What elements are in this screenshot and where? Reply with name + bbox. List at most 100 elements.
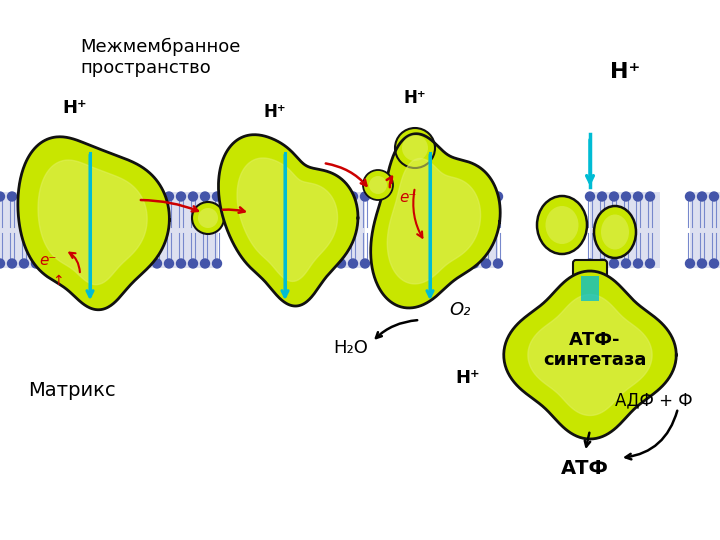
- Circle shape: [698, 259, 706, 268]
- Polygon shape: [218, 134, 358, 306]
- Circle shape: [348, 192, 358, 201]
- Circle shape: [585, 192, 595, 201]
- Circle shape: [164, 259, 174, 268]
- Circle shape: [598, 259, 606, 268]
- Circle shape: [363, 170, 393, 200]
- Circle shape: [200, 192, 210, 201]
- Text: АТФ-
синтетаза: АТФ- синтетаза: [544, 330, 647, 369]
- Circle shape: [55, 192, 65, 201]
- Circle shape: [709, 259, 719, 268]
- Circle shape: [43, 259, 53, 268]
- Circle shape: [646, 192, 654, 201]
- Circle shape: [402, 135, 428, 161]
- Bar: [305, 192, 365, 268]
- Circle shape: [469, 259, 479, 268]
- Circle shape: [361, 259, 369, 268]
- Circle shape: [312, 259, 322, 268]
- Polygon shape: [237, 158, 338, 281]
- Circle shape: [634, 192, 642, 201]
- Circle shape: [446, 259, 454, 268]
- Bar: [450, 192, 498, 268]
- Bar: [690, 192, 720, 268]
- Circle shape: [32, 192, 40, 201]
- Circle shape: [176, 192, 186, 201]
- Circle shape: [493, 192, 503, 201]
- Text: Матрикс: Матрикс: [28, 381, 116, 400]
- Ellipse shape: [594, 206, 636, 258]
- Polygon shape: [18, 137, 169, 310]
- Text: H⁺: H⁺: [456, 369, 480, 387]
- Circle shape: [140, 259, 150, 268]
- Bar: [581, 276, 599, 301]
- Bar: [0, 192, 60, 268]
- FancyBboxPatch shape: [573, 260, 607, 321]
- Circle shape: [212, 259, 222, 268]
- Circle shape: [634, 259, 642, 268]
- Circle shape: [55, 259, 65, 268]
- Circle shape: [19, 192, 29, 201]
- Circle shape: [457, 192, 467, 201]
- Circle shape: [685, 192, 695, 201]
- Circle shape: [482, 192, 490, 201]
- Text: H⁺: H⁺: [264, 103, 287, 121]
- Circle shape: [0, 192, 4, 201]
- Circle shape: [300, 192, 310, 201]
- Circle shape: [43, 192, 53, 201]
- Circle shape: [585, 259, 595, 268]
- Circle shape: [198, 208, 218, 228]
- Circle shape: [140, 192, 150, 201]
- Circle shape: [621, 192, 631, 201]
- Circle shape: [300, 259, 310, 268]
- Circle shape: [312, 192, 322, 201]
- Circle shape: [212, 192, 222, 201]
- Circle shape: [457, 259, 467, 268]
- Text: e⁻: e⁻: [40, 253, 57, 268]
- Circle shape: [336, 192, 346, 201]
- Circle shape: [192, 202, 224, 234]
- Circle shape: [361, 192, 369, 201]
- Text: O₂: O₂: [449, 301, 471, 319]
- Circle shape: [153, 259, 161, 268]
- Circle shape: [153, 192, 161, 201]
- Circle shape: [646, 259, 654, 268]
- Circle shape: [369, 176, 387, 194]
- Circle shape: [395, 128, 435, 168]
- Circle shape: [598, 192, 606, 201]
- Text: H⁺: H⁺: [610, 62, 640, 82]
- Circle shape: [189, 259, 197, 268]
- Circle shape: [7, 192, 17, 201]
- Polygon shape: [504, 271, 676, 439]
- Circle shape: [698, 192, 706, 201]
- Circle shape: [348, 259, 358, 268]
- Circle shape: [176, 259, 186, 268]
- Circle shape: [610, 192, 618, 201]
- Circle shape: [200, 259, 210, 268]
- Circle shape: [685, 259, 695, 268]
- Polygon shape: [38, 160, 147, 285]
- Circle shape: [621, 259, 631, 268]
- Circle shape: [469, 192, 479, 201]
- Circle shape: [0, 259, 4, 268]
- Circle shape: [325, 192, 333, 201]
- Circle shape: [7, 259, 17, 268]
- Text: H⁺: H⁺: [404, 89, 426, 107]
- Circle shape: [709, 192, 719, 201]
- Text: e⁻: e⁻: [400, 190, 417, 205]
- Text: H₂O: H₂O: [333, 339, 368, 357]
- Circle shape: [325, 259, 333, 268]
- Text: Межмембранное
пространство: Межмембранное пространство: [80, 38, 240, 77]
- Ellipse shape: [601, 214, 629, 249]
- Ellipse shape: [537, 196, 587, 254]
- Ellipse shape: [546, 206, 578, 244]
- Circle shape: [32, 259, 40, 268]
- Circle shape: [446, 192, 454, 201]
- Polygon shape: [371, 134, 500, 308]
- Polygon shape: [387, 158, 480, 284]
- Text: АТФ: АТФ: [561, 458, 609, 477]
- Circle shape: [493, 259, 503, 268]
- Circle shape: [610, 259, 618, 268]
- Circle shape: [189, 192, 197, 201]
- Bar: [590, 192, 660, 268]
- Polygon shape: [528, 294, 652, 415]
- Circle shape: [336, 259, 346, 268]
